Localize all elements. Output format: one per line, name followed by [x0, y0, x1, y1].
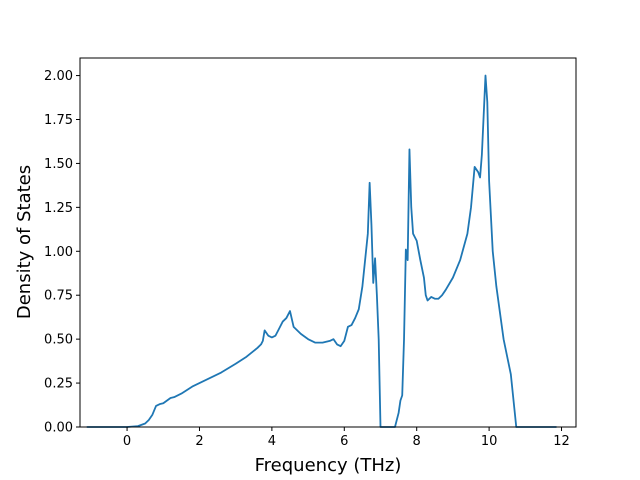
- axes-frame: [79, 57, 577, 428]
- y-tick-label: 0.25: [44, 377, 73, 392]
- plot-area: [86, 74, 557, 428]
- x-tick-label: 0: [123, 434, 131, 449]
- x-tick-label: 2: [195, 434, 203, 449]
- x-tick-label: 6: [340, 434, 348, 449]
- x-tick-label: 10: [481, 434, 498, 449]
- x-tick-label: 8: [413, 434, 421, 449]
- x-tick-label: 12: [553, 434, 570, 449]
- y-tick-label: 0.00: [44, 421, 73, 436]
- y-tick-label: 0.75: [44, 289, 73, 304]
- y-tick-label: 1.50: [44, 157, 73, 172]
- x-axis-ticks: 0 2 4 6 8 10 12: [123, 427, 570, 449]
- dos-series-line: [86, 74, 557, 428]
- y-tick-label: 2.00: [44, 69, 73, 84]
- y-tick-label: 1.25: [44, 201, 73, 216]
- y-axis-ticks: 0.00 0.25 0.50 0.75 1.00 1.25 1.50 1.75 2.00: [44, 69, 80, 436]
- y-tick-label: 0.50: [44, 333, 73, 348]
- y-axis-label: Density of States: [14, 165, 35, 319]
- y-tick-label: 1.75: [44, 113, 73, 128]
- x-axis-label: Frequency (THz): [255, 455, 402, 476]
- y-tick-label: 1.00: [44, 245, 73, 260]
- x-tick-label: 4: [268, 434, 276, 449]
